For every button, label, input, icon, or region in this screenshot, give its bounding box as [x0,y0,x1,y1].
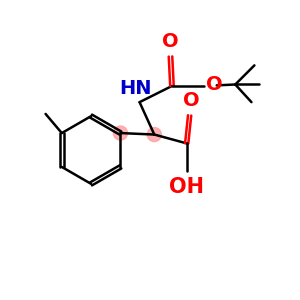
Text: O: O [206,75,222,94]
Text: OH: OH [169,177,204,196]
Text: O: O [162,32,179,51]
Circle shape [147,128,161,142]
Text: O: O [183,91,200,110]
Text: HN: HN [119,79,152,98]
Circle shape [113,126,128,140]
